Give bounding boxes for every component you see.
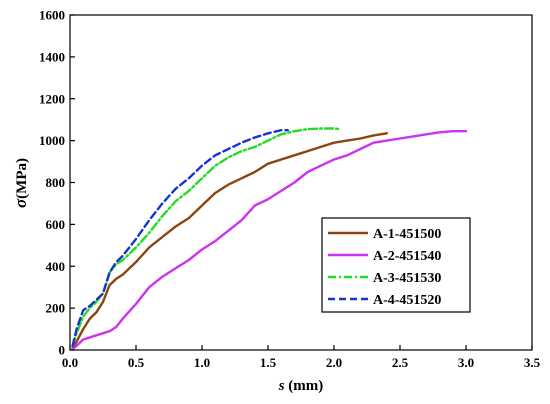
x-axis-symbol: s xyxy=(278,378,285,394)
series-line-3 xyxy=(71,127,342,347)
series-line-1 xyxy=(71,132,388,350)
legend: A-1-451500 A-2-451540 A-3-451530 A-4-451520 xyxy=(321,217,471,313)
x-axis-title: s (mm) xyxy=(278,378,324,394)
y-tick-label: 200 xyxy=(46,301,66,316)
series-line-2 xyxy=(71,129,468,351)
legend-label-4: A-4-451520 xyxy=(373,293,441,308)
y-tick-label: 800 xyxy=(46,175,66,190)
y-axis-unit: (MPa) xyxy=(14,158,30,199)
x-tick-label: 0.0 xyxy=(62,355,78,370)
x-tick-label: 2.0 xyxy=(326,355,342,370)
y-tick-label: 1600 xyxy=(39,8,65,23)
x-axis-unit: (mm) xyxy=(285,378,324,394)
x-tick-label: 3.0 xyxy=(458,355,474,370)
legend-label-3: A-3-451530 xyxy=(373,271,441,286)
y-tick-label: 0 xyxy=(59,343,66,358)
y-axis-symbol: σ xyxy=(11,198,30,208)
y-tick-label: 1200 xyxy=(39,91,65,106)
y-tick-label: 600 xyxy=(46,217,66,232)
x-tick-label: 1.5 xyxy=(260,355,277,370)
y-tick-label: 400 xyxy=(46,259,66,274)
x-tick-label: 2.5 xyxy=(392,355,409,370)
legend-label-2: A-2-451540 xyxy=(373,249,441,264)
x-tick-label: 1.0 xyxy=(194,355,210,370)
y-tick-label: 1400 xyxy=(39,49,65,64)
legend-label-1: A-1-451500 xyxy=(373,227,441,242)
x-tick-label: 0.5 xyxy=(128,355,145,370)
ticks-layer: 0.0 0.5 1.0 1.5 2.0 2.5 3.0 3.5 0 200 400 600 800 100… xyxy=(39,8,541,371)
y-tick-label: 1000 xyxy=(39,133,65,148)
x-tick-label: 3.5 xyxy=(524,355,541,370)
series-line-4 xyxy=(71,128,289,347)
y-axis-title: σ(MPa) xyxy=(11,158,30,208)
series-layer xyxy=(71,127,468,351)
